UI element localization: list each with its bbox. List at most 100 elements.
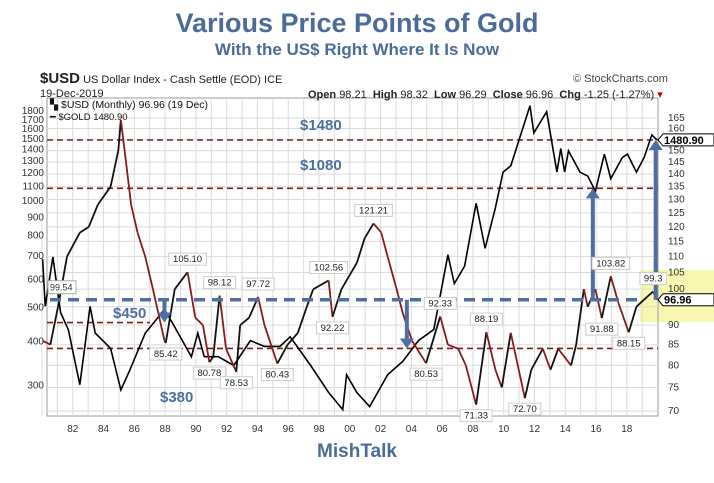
usd-segment — [372, 222, 382, 234]
footer-brand: MishTalk — [317, 441, 397, 462]
gold-level-label: $1480 — [300, 117, 342, 134]
last-value-tag — [657, 133, 714, 147]
usd-segment — [225, 348, 238, 373]
usd-segment — [194, 317, 204, 326]
chart-header-symbol-line: $USD US Dollar Index - Cash Settle (EOD)… — [40, 70, 282, 87]
usd-segment — [594, 288, 603, 319]
usd-segment — [395, 288, 404, 315]
ohlc-line: Open 98.21 High 98.32 Low 96.29 Close 96… — [308, 88, 663, 101]
y-right-tick-label: 130 — [668, 194, 685, 205]
last-value-tag — [657, 293, 714, 307]
point-label-box — [309, 261, 348, 275]
x-tick-label: 98 — [313, 424, 325, 435]
usd-segment — [49, 306, 59, 345]
symbol: $USD — [40, 70, 81, 87]
y-right-tick-label: 75 — [668, 382, 680, 393]
usd-segment — [447, 343, 459, 350]
arrow-head — [585, 188, 600, 199]
point-label-box — [203, 276, 237, 290]
point-label-box — [149, 347, 183, 361]
y-right-tick-label: 160 — [668, 124, 685, 135]
point-label-box — [612, 336, 646, 350]
usd-point-label: 105.10 — [173, 254, 202, 265]
usd-point-label: 80.78 — [197, 368, 221, 379]
page-title: Various Price Points of Gold — [175, 8, 539, 38]
usd-segment — [152, 288, 166, 341]
gold-level-label: $1080 — [300, 157, 342, 174]
y-right-tick-label: 70 — [668, 406, 680, 417]
usd-segment — [617, 302, 630, 333]
usd-segment — [355, 238, 366, 264]
usd-point-label: 92.22 — [321, 323, 345, 334]
usd-segment — [363, 222, 375, 239]
x-tick-label: 90 — [190, 424, 202, 435]
usd-segment — [97, 186, 112, 206]
x-tick-label: 04 — [406, 424, 418, 435]
usd-segment — [136, 232, 147, 257]
y-left-tick-label: 900 — [27, 212, 44, 223]
y-left-tick-label: 1200 — [22, 168, 45, 179]
usd-point-label: 121.21 — [359, 205, 388, 216]
x-tick-label: 16 — [590, 424, 602, 435]
point-label-box — [219, 376, 253, 390]
legend-usd: ▚ $USD (Monthly) 96.96 (19 Dec) — [49, 97, 208, 111]
usd-point-label: 85.42 — [154, 349, 178, 360]
arrow-head — [157, 312, 172, 323]
y-left-tick-label: 1100 — [22, 181, 44, 192]
open-value: 98.21 — [339, 89, 367, 101]
gold-line — [41, 105, 658, 412]
usd-start-label: 99.54 — [50, 283, 73, 293]
usd-segment — [87, 204, 99, 228]
y-left-tick-label: 1800 — [22, 106, 45, 117]
point-label-box — [409, 367, 443, 381]
x-tick-label: 94 — [252, 424, 264, 435]
y-right-tick-label: 90 — [668, 320, 680, 331]
usd-segment — [235, 325, 242, 372]
legend-gold: ━ $GOLD 1480.90 — [49, 112, 128, 123]
y-right-tick-label: 125 — [668, 208, 685, 219]
usd-line — [42, 119, 658, 405]
last-value-label: 1480.90 — [664, 135, 704, 147]
usd-segment — [485, 331, 497, 370]
usd-segment — [286, 332, 299, 346]
usd-segment — [79, 226, 90, 234]
y-right-tick-label: 105 — [668, 267, 685, 278]
point-label-box — [591, 256, 631, 270]
x-tick-label: 18 — [621, 424, 633, 435]
usd-segment — [257, 296, 266, 326]
point-label-box — [508, 402, 542, 416]
usd-segment — [425, 316, 442, 364]
usd-point-label: 103.82 — [596, 258, 625, 269]
y-left-tick-label: 600 — [27, 274, 44, 285]
chg-value: -1.25 (-1.27%) — [583, 89, 655, 101]
chg-label: Chg — [559, 89, 581, 101]
page-subtitle: With the US$ Right Where It Is Now — [214, 40, 500, 59]
point-label-box — [639, 272, 667, 286]
x-tick-label: 12 — [529, 424, 541, 435]
low-label: Low — [434, 89, 457, 101]
usd-segment — [174, 271, 189, 290]
close-value: 96.96 — [525, 89, 554, 101]
usd-segment — [439, 316, 449, 345]
gold-level-label: $450 — [113, 305, 146, 322]
point-label-box — [469, 312, 503, 326]
x-tick-label: 88 — [160, 424, 172, 435]
x-tick-label: 82 — [67, 424, 79, 435]
usd-start-tag — [47, 280, 77, 295]
usd-point-label: 78.53 — [224, 378, 248, 389]
usd-segment — [340, 262, 358, 290]
point-label-box — [260, 368, 294, 382]
usd-segment — [276, 344, 289, 365]
usd-segment — [218, 295, 227, 349]
close-label: Close — [492, 89, 523, 101]
y-left-tick-label: 800 — [27, 230, 44, 241]
usd-segment — [109, 150, 120, 187]
usd-segment — [494, 369, 503, 388]
y-left-tick-label: 700 — [27, 251, 44, 262]
usd-segment — [457, 348, 467, 366]
point-label-box — [168, 252, 207, 266]
usd-segment — [305, 288, 315, 308]
high-value: 98.32 — [400, 89, 428, 101]
usd-segment — [186, 272, 197, 318]
